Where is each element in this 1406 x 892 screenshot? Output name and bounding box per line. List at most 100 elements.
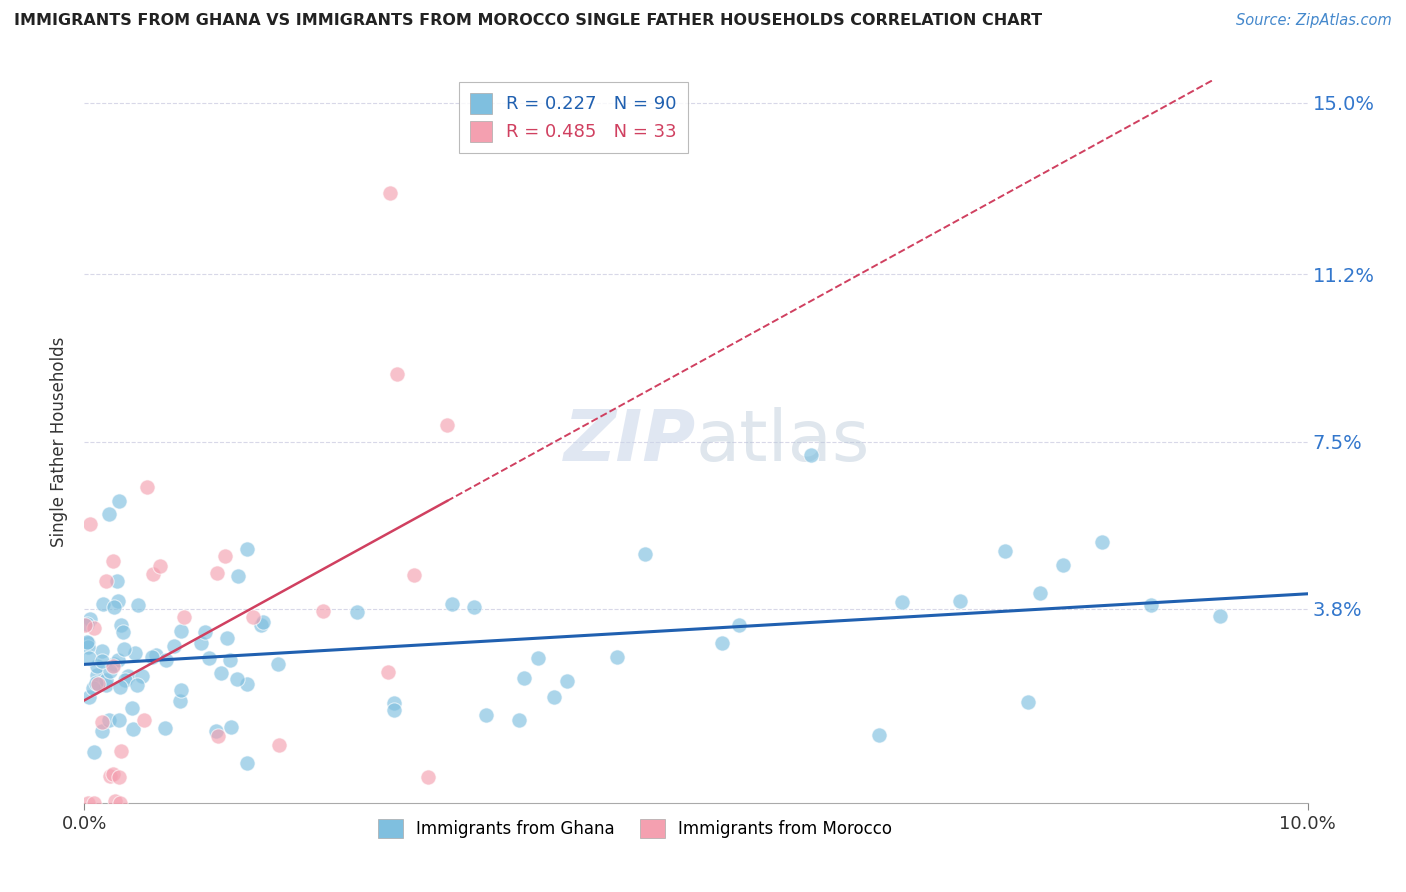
Point bbox=[1017, 695, 1039, 709]
Point bbox=[194, 625, 217, 640]
Point bbox=[141, 649, 163, 664]
Point bbox=[101, 554, 124, 568]
Point bbox=[124, 647, 146, 661]
Point bbox=[800, 448, 823, 462]
Point bbox=[101, 766, 124, 780]
Point bbox=[103, 657, 125, 671]
Y-axis label: Single Father Households: Single Father Households bbox=[51, 336, 69, 547]
Point bbox=[169, 694, 191, 708]
Point bbox=[107, 653, 129, 667]
Point bbox=[83, 796, 105, 810]
Point bbox=[948, 594, 970, 608]
Point bbox=[242, 610, 264, 624]
Point bbox=[214, 549, 236, 563]
Point bbox=[387, 367, 409, 381]
Point bbox=[508, 713, 530, 727]
Point bbox=[103, 659, 125, 673]
Point bbox=[76, 616, 98, 631]
Point bbox=[97, 713, 120, 727]
Point bbox=[127, 598, 149, 612]
Point bbox=[79, 612, 101, 626]
Point bbox=[1029, 586, 1052, 600]
Point bbox=[108, 494, 131, 508]
Point bbox=[153, 721, 176, 735]
Point bbox=[91, 715, 114, 730]
Point bbox=[170, 624, 193, 639]
Point bbox=[252, 615, 274, 630]
Point bbox=[90, 724, 112, 739]
Point bbox=[98, 769, 121, 783]
Point bbox=[219, 653, 242, 667]
Point bbox=[91, 644, 114, 658]
Point bbox=[103, 600, 125, 615]
Point bbox=[107, 713, 129, 727]
Point bbox=[77, 796, 100, 810]
Point bbox=[235, 677, 257, 691]
Point bbox=[543, 690, 565, 704]
Point bbox=[225, 672, 247, 686]
Point bbox=[1052, 558, 1074, 573]
Point bbox=[249, 617, 271, 632]
Text: ZIP: ZIP bbox=[564, 407, 696, 476]
Point bbox=[890, 595, 912, 609]
Point bbox=[267, 657, 290, 671]
Point bbox=[132, 713, 155, 727]
Point bbox=[79, 690, 101, 704]
Point bbox=[378, 186, 401, 201]
Point bbox=[91, 597, 114, 611]
Point bbox=[209, 666, 232, 681]
Point bbox=[83, 621, 105, 635]
Point bbox=[163, 639, 186, 653]
Point bbox=[312, 604, 335, 618]
Point bbox=[710, 635, 733, 649]
Point bbox=[377, 665, 399, 680]
Point bbox=[77, 640, 100, 655]
Point bbox=[114, 673, 136, 688]
Point bbox=[634, 547, 657, 561]
Text: atlas: atlas bbox=[696, 407, 870, 476]
Point bbox=[108, 681, 131, 695]
Point bbox=[197, 651, 219, 665]
Point bbox=[73, 618, 96, 632]
Point bbox=[526, 651, 548, 665]
Point bbox=[121, 701, 143, 715]
Point bbox=[1140, 599, 1163, 613]
Point bbox=[145, 648, 167, 663]
Point bbox=[1091, 535, 1114, 549]
Point bbox=[117, 669, 139, 683]
Point bbox=[994, 543, 1017, 558]
Point bbox=[135, 480, 157, 494]
Point bbox=[269, 738, 291, 752]
Point bbox=[190, 636, 212, 650]
Point bbox=[155, 653, 177, 667]
Point bbox=[76, 635, 98, 649]
Point bbox=[606, 649, 628, 664]
Point bbox=[108, 796, 131, 810]
Point bbox=[142, 566, 165, 581]
Point bbox=[382, 696, 405, 710]
Point bbox=[110, 618, 132, 632]
Point bbox=[205, 723, 228, 738]
Point bbox=[84, 676, 107, 690]
Point bbox=[108, 770, 131, 784]
Text: Source: ZipAtlas.com: Source: ZipAtlas.com bbox=[1236, 13, 1392, 29]
Point bbox=[418, 771, 440, 785]
Point bbox=[98, 665, 121, 679]
Point bbox=[86, 658, 108, 673]
Point bbox=[76, 636, 98, 650]
Point bbox=[86, 668, 108, 682]
Point bbox=[402, 567, 425, 582]
Point bbox=[112, 641, 135, 656]
Point bbox=[149, 558, 172, 573]
Point bbox=[104, 794, 127, 808]
Point bbox=[382, 703, 405, 717]
Point bbox=[555, 674, 578, 689]
Point bbox=[96, 673, 118, 687]
Point bbox=[94, 678, 117, 692]
Point bbox=[82, 681, 104, 696]
Point bbox=[215, 632, 238, 646]
Point bbox=[121, 722, 143, 736]
Point bbox=[107, 593, 129, 607]
Point bbox=[513, 671, 536, 685]
Point bbox=[205, 566, 228, 580]
